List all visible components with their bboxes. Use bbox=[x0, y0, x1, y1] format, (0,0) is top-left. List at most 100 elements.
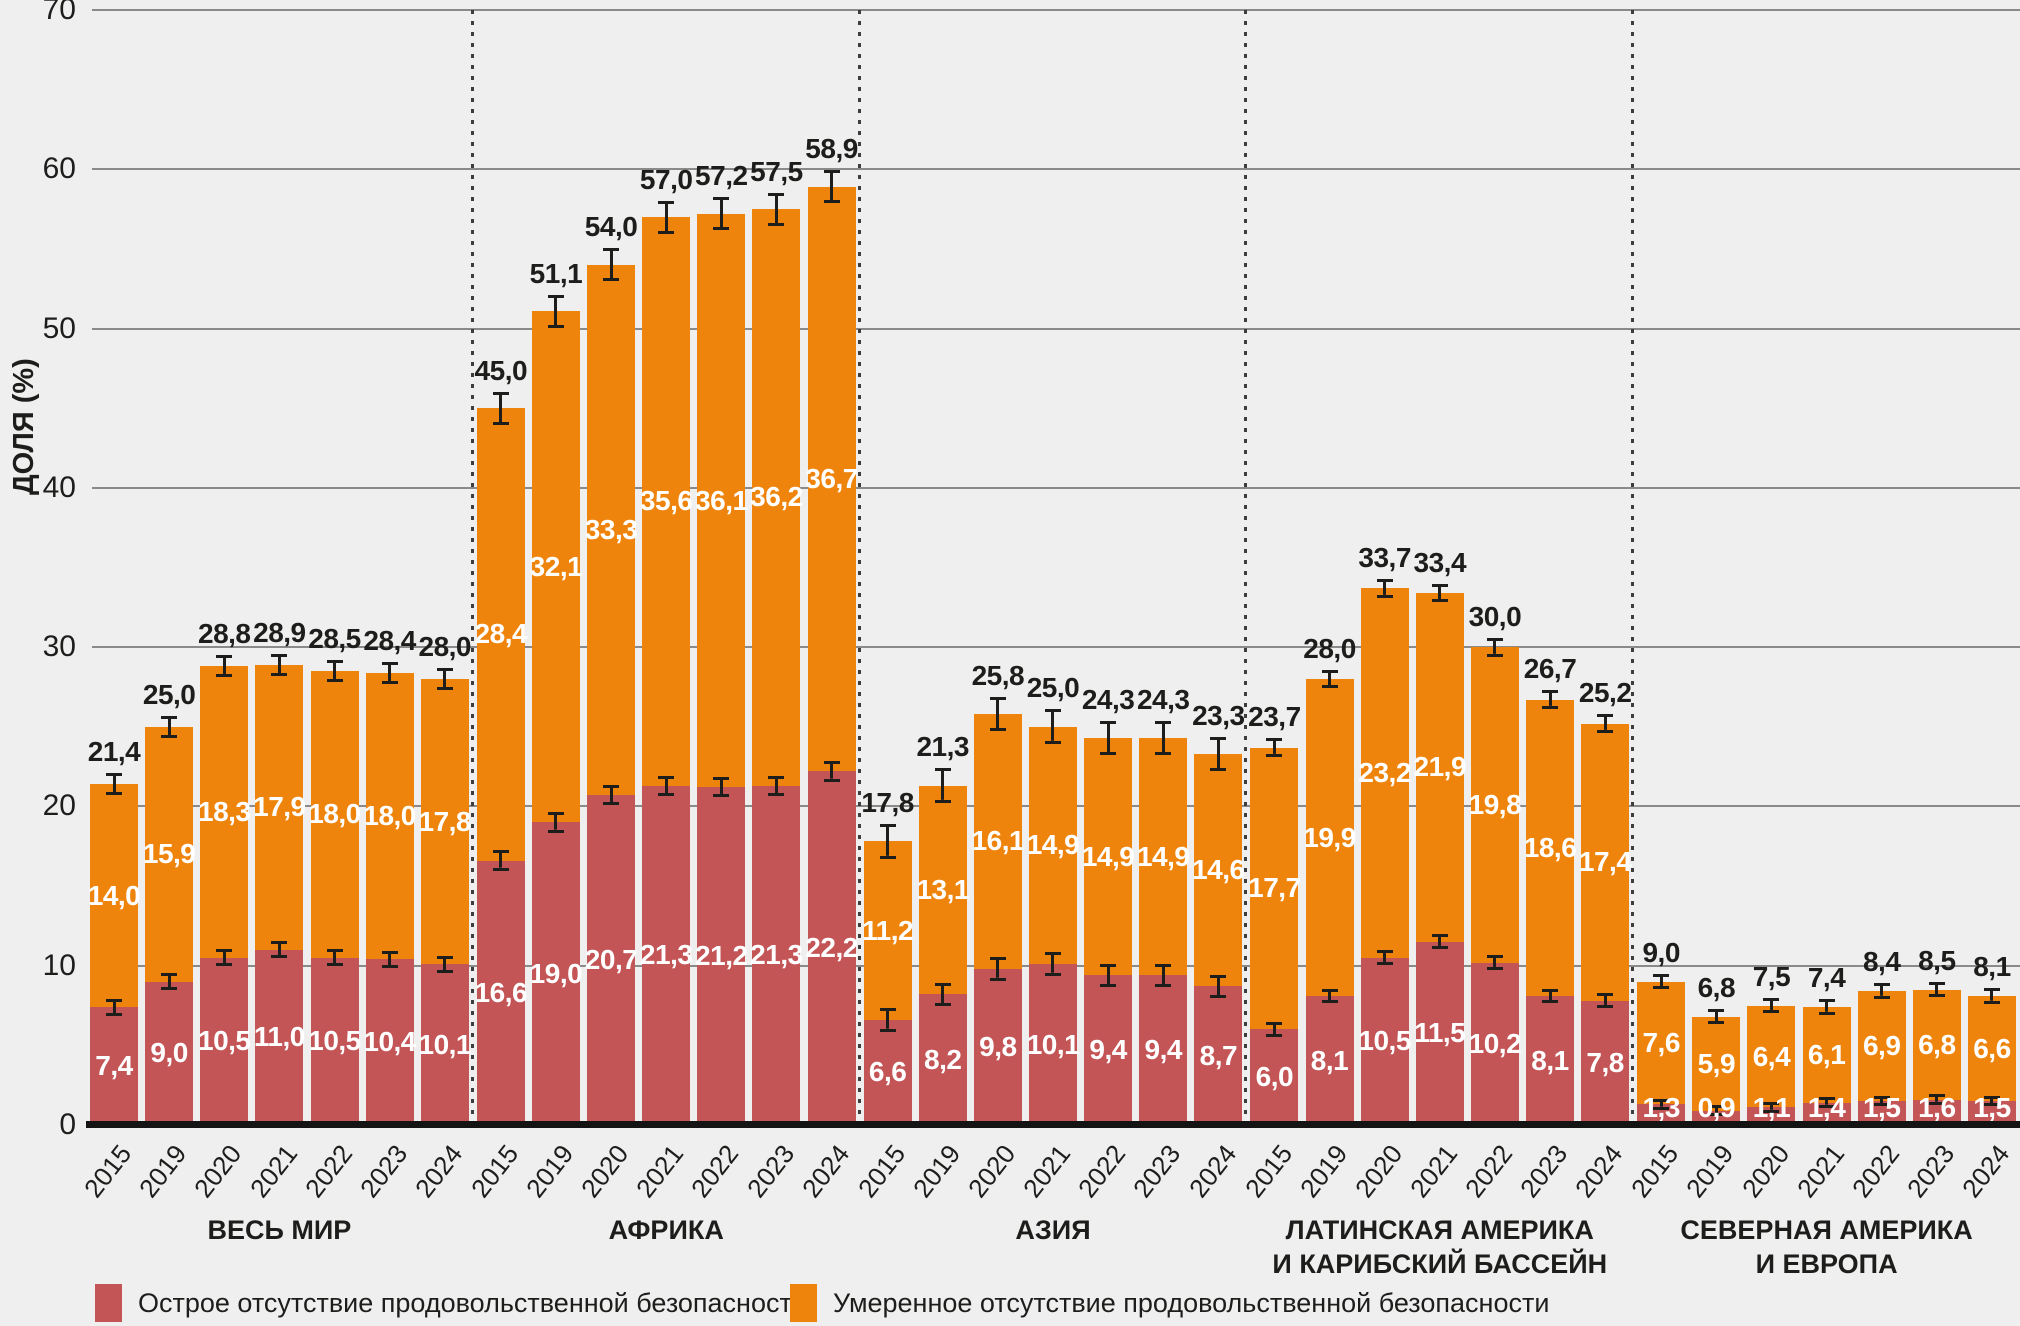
stacked-bar: 10,2 19,8 30,0 2022 bbox=[1459, 601, 1522, 1203]
severe-error-bar bbox=[713, 777, 730, 798]
severe-error-bar bbox=[1928, 1094, 1945, 1105]
bars-row: 6,0 17,7 23,7 2015 8,1 19,9 28,0 2019 10,5 23,2 33… bbox=[1239, 10, 1633, 1203]
total-error-bar bbox=[271, 653, 288, 676]
stacked-bar: 22,2 36,7 58,9 2024 bbox=[796, 133, 859, 1203]
severe-error-bar bbox=[1486, 955, 1503, 970]
year-label: 2023 bbox=[353, 1138, 414, 1204]
stacked-bar: 1,6 6,8 8,5 2023 bbox=[1901, 945, 1961, 1203]
region-label: ВЕСЬ МИР bbox=[207, 1215, 352, 1245]
severe-value-label: 7,4 bbox=[95, 1050, 133, 1082]
severe-value-label: 10,5 bbox=[308, 1025, 361, 1057]
year-label: 2020 bbox=[1735, 1138, 1795, 1204]
moderate-value-label: 6,1 bbox=[1807, 1038, 1846, 1070]
total-value-label: 28,0 bbox=[418, 631, 472, 663]
total-error-bar bbox=[436, 668, 453, 690]
severe-value-label: 9,0 bbox=[150, 1037, 188, 1069]
severe-error-bar bbox=[326, 949, 343, 967]
severe-value-label: 10,4 bbox=[363, 1026, 416, 1058]
stacked-bar: 11,5 21,9 33,4 2021 bbox=[1404, 547, 1467, 1203]
severe-error-bar bbox=[547, 812, 564, 833]
gridline bbox=[92, 646, 2020, 649]
severe-error-bar bbox=[161, 973, 178, 991]
severe-segment bbox=[752, 785, 801, 1125]
severe-segment bbox=[310, 957, 359, 1125]
severe-error-bar bbox=[1376, 950, 1393, 966]
total-error-bar bbox=[547, 294, 564, 328]
severe-value-label: 6,6 bbox=[868, 1056, 907, 1088]
year-label: 2020 bbox=[188, 1138, 248, 1204]
legend-label-severe: Острое отсутствие продовольственной безо… bbox=[138, 1287, 807, 1318]
severe-error-bar bbox=[1210, 974, 1227, 999]
severe-error-bar bbox=[1597, 993, 1614, 1009]
y-tick-label: 70 bbox=[42, 0, 76, 26]
total-error-bar bbox=[1708, 1008, 1725, 1025]
severe-value-label: 1,5 bbox=[1862, 1092, 1901, 1123]
gridline bbox=[92, 168, 2020, 171]
severe-value-label: 10,5 bbox=[198, 1025, 251, 1057]
moderate-value-label: 36,2 bbox=[750, 481, 803, 513]
total-error-bar bbox=[1044, 709, 1061, 745]
severe-error-bar bbox=[1542, 988, 1559, 1004]
year-label: 2021 bbox=[1017, 1138, 1077, 1204]
severe-segment bbox=[1581, 1000, 1630, 1125]
year-label: 2023 bbox=[1514, 1138, 1574, 1204]
total-value-label: 45,0 bbox=[474, 354, 528, 386]
gridline bbox=[92, 9, 2020, 11]
total-value-label: 57,0 bbox=[639, 163, 693, 195]
total-value-label: 6,8 bbox=[1697, 971, 1736, 1003]
severe-segment bbox=[255, 949, 304, 1125]
severe-segment bbox=[145, 981, 194, 1125]
severe-value-label: 1,3 bbox=[1642, 1092, 1680, 1123]
year-label: 2019 bbox=[1293, 1138, 1353, 1204]
total-error-bar bbox=[989, 696, 1006, 732]
year-label: 2024 bbox=[795, 1138, 855, 1204]
severe-value-label: 6,0 bbox=[1255, 1061, 1294, 1093]
moderate-value-label: 19,9 bbox=[1303, 821, 1356, 853]
severe-value-label: 21,2 bbox=[695, 940, 748, 972]
moderate-value-label: 11,2 bbox=[862, 914, 914, 946]
severe-segment bbox=[1415, 941, 1464, 1125]
moderate-value-label: 14,9 bbox=[1136, 840, 1190, 872]
severe-segment bbox=[807, 771, 856, 1125]
severe-value-label: 8,2 bbox=[924, 1043, 962, 1075]
moderate-value-label: 5,9 bbox=[1697, 1047, 1736, 1079]
y-tick-label: 30 bbox=[42, 630, 76, 664]
total-value-label: 54,0 bbox=[584, 211, 638, 243]
total-error-bar bbox=[658, 200, 675, 234]
stacked-bar: 9,0 15,9 25,0 2019 bbox=[133, 679, 196, 1203]
total-value-label: 33,7 bbox=[1358, 541, 1411, 573]
moderate-value-label: 23,2 bbox=[1358, 756, 1411, 788]
total-error-bar bbox=[1155, 720, 1172, 756]
total-error-bar bbox=[1266, 738, 1283, 757]
severe-segment bbox=[531, 822, 580, 1125]
year-label: 2022 bbox=[1845, 1138, 1906, 1204]
severe-value-label: 8,7 bbox=[1199, 1039, 1238, 1071]
severe-error-bar bbox=[1155, 963, 1172, 988]
severe-error-bar bbox=[603, 785, 620, 806]
severe-value-label: 20,7 bbox=[584, 944, 638, 976]
severe-error-bar bbox=[381, 950, 398, 968]
stacked-bar: 6,6 11,2 17,8 2015 bbox=[852, 787, 915, 1203]
severe-value-label: 9,8 bbox=[979, 1030, 1017, 1062]
total-value-label: 28,5 bbox=[308, 623, 361, 655]
year-label: 2019 bbox=[906, 1138, 967, 1204]
stacked-bar: 8,7 14,6 23,3 2024 bbox=[1183, 700, 1246, 1203]
year-label: 2021 bbox=[243, 1138, 303, 1204]
region-label: ЛАТИНСКАЯ АМЕРИКА И КАРИБСКИЙ БАССЕЙН bbox=[1272, 1215, 1608, 1279]
severe-value-label: 21,3 bbox=[639, 939, 693, 971]
total-value-label: 57,2 bbox=[695, 160, 748, 192]
severe-error-bar bbox=[1321, 988, 1338, 1004]
moderate-value-label: 14,6 bbox=[1192, 854, 1245, 886]
severe-segment bbox=[365, 959, 414, 1125]
severe-error-bar bbox=[934, 982, 951, 1007]
severe-error-bar bbox=[492, 850, 509, 871]
year-label: 2022 bbox=[685, 1138, 745, 1204]
region-label: АЗИЯ bbox=[1015, 1215, 1091, 1245]
severe-error-bar bbox=[658, 775, 675, 796]
severe-value-label: 11,5 bbox=[1414, 1017, 1466, 1049]
bars-row: 16,6 28,4 45,0 2015 19,0 32,1 51,1 2019 20,7 33,3… bbox=[465, 10, 860, 1203]
total-error-bar bbox=[823, 170, 840, 204]
stacked-bar: 10,1 14,9 25,0 2021 bbox=[1017, 672, 1080, 1203]
total-value-label: 23,3 bbox=[1192, 699, 1245, 731]
